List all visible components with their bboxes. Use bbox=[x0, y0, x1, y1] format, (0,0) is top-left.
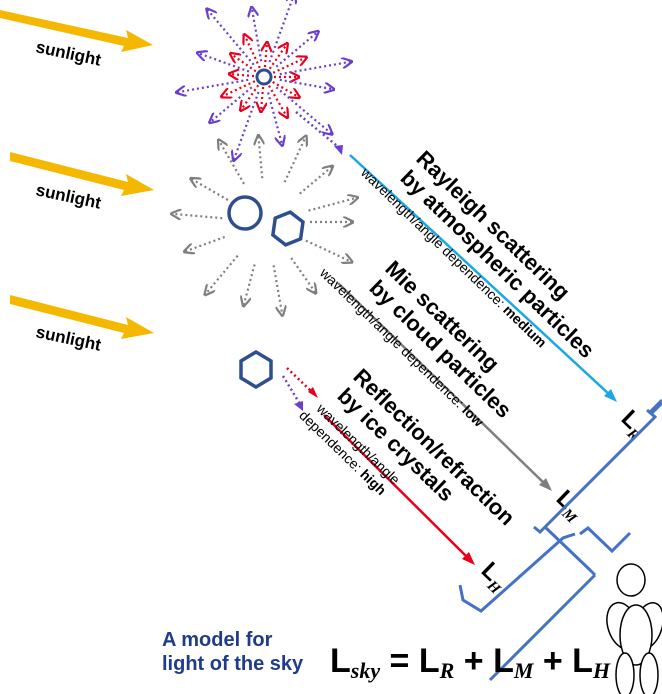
rayleigh-red-ray bbox=[261, 86, 263, 111]
mie-gray-ray bbox=[259, 136, 263, 179]
rayleigh-scattering-burst bbox=[177, 0, 350, 160]
sunlight-arrow-icon bbox=[10, 152, 154, 196]
sunlight-label-1: sunlight bbox=[34, 37, 103, 69]
rayleigh-red-ray bbox=[268, 85, 287, 117]
reflection-line-arrowhead bbox=[462, 552, 475, 565]
svg-text:LH: LH bbox=[473, 557, 514, 599]
rayleigh-violet-ray bbox=[267, 92, 282, 145]
mie-gray-ray bbox=[283, 137, 306, 183]
reflection-red-dotted bbox=[286, 367, 313, 393]
sunlight-arrow-2: sunlight bbox=[10, 152, 154, 213]
svg-text:LM: LM bbox=[548, 485, 590, 527]
mie-gray-ray bbox=[192, 179, 229, 201]
reflection-violet-head bbox=[294, 401, 303, 411]
rayleigh-red-ray bbox=[231, 54, 257, 73]
hexagon-crystal-icon bbox=[239, 349, 273, 390]
mie-gray-ray bbox=[298, 167, 332, 195]
rayleigh-light-line bbox=[349, 154, 611, 396]
label-LH: LH bbox=[473, 557, 514, 599]
bracket-right-arm bbox=[648, 398, 662, 414]
bracket-lower bbox=[458, 532, 576, 613]
reflection-light-line bbox=[323, 414, 469, 559]
sunlight-arrow-icon bbox=[0, 10, 153, 52]
rayleigh-red-ray bbox=[241, 84, 260, 110]
sunlight-arrow-3: sunlight bbox=[10, 295, 154, 355]
mie-gray-ray bbox=[305, 239, 351, 262]
sunlight-arrow-icon bbox=[10, 295, 154, 339]
rayleigh-violet-ray bbox=[177, 78, 249, 93]
sky-light-equation: Lsky = LR + LM + LH bbox=[330, 642, 611, 683]
sunlight-arrow-1: sunlight bbox=[0, 10, 153, 70]
cloud-droplet-icon bbox=[227, 195, 263, 231]
rayleigh-red-ray bbox=[245, 35, 261, 69]
rayleigh-violet-ray bbox=[268, 0, 295, 63]
mie-gray-ray bbox=[308, 198, 357, 212]
mie-gray-ray bbox=[206, 254, 239, 294]
rayleigh-violet-ray bbox=[207, 10, 255, 66]
rayleigh-red-ray bbox=[268, 44, 287, 70]
label-LM: LM bbox=[548, 485, 590, 527]
reflection-violet-dotted bbox=[281, 375, 302, 405]
sunlight-label-2: sunlight bbox=[34, 180, 103, 212]
bracket-icon bbox=[488, 401, 662, 682]
mie-light-line bbox=[337, 282, 546, 485]
rayleigh-violet-ray bbox=[275, 86, 331, 133]
model-caption-line1: A model for bbox=[162, 629, 273, 651]
rayleigh-line-arrowhead bbox=[604, 389, 617, 402]
mie-gray-ray bbox=[272, 265, 283, 314]
rayleigh-outgoing-head bbox=[334, 145, 343, 155]
model-caption-line2: light of the sky bbox=[162, 653, 304, 675]
hexagon-crystal-icon bbox=[271, 210, 305, 247]
rayleigh-violet-ray bbox=[279, 78, 333, 89]
mie-gray-ray bbox=[219, 141, 245, 185]
rayleigh-violet-ray bbox=[252, 8, 263, 62]
observer-figure-icon bbox=[606, 563, 662, 694]
reflection-red-head bbox=[308, 387, 318, 398]
rayleigh-violet-ray bbox=[275, 32, 317, 68]
mie-gray-ray bbox=[290, 257, 315, 292]
rayleigh-red-ray bbox=[272, 58, 306, 74]
rayleigh-violet-ray bbox=[198, 53, 250, 73]
mie-gray-ray bbox=[172, 214, 223, 218]
rayleigh-violet-ray bbox=[234, 91, 260, 160]
rayleigh-violet-ray bbox=[279, 62, 351, 76]
mie-scattering-burst bbox=[172, 136, 356, 314]
sunlight-label-3: sunlight bbox=[34, 322, 103, 354]
mie-gray-ray bbox=[185, 235, 226, 251]
mie-gray-ray bbox=[244, 264, 256, 306]
mie-line-arrowhead bbox=[539, 478, 552, 491]
atmospheric-particle-icon bbox=[255, 68, 273, 86]
rayleigh-title-line1: Rayleigh scattering bbox=[412, 146, 575, 305]
rayleigh-red-ray bbox=[222, 80, 256, 96]
rayleigh-red-ray bbox=[230, 74, 255, 76]
bracket-segment bbox=[579, 526, 632, 554]
rayleigh-violet-ray bbox=[210, 86, 253, 122]
rayleigh-red-ray bbox=[265, 43, 267, 68]
